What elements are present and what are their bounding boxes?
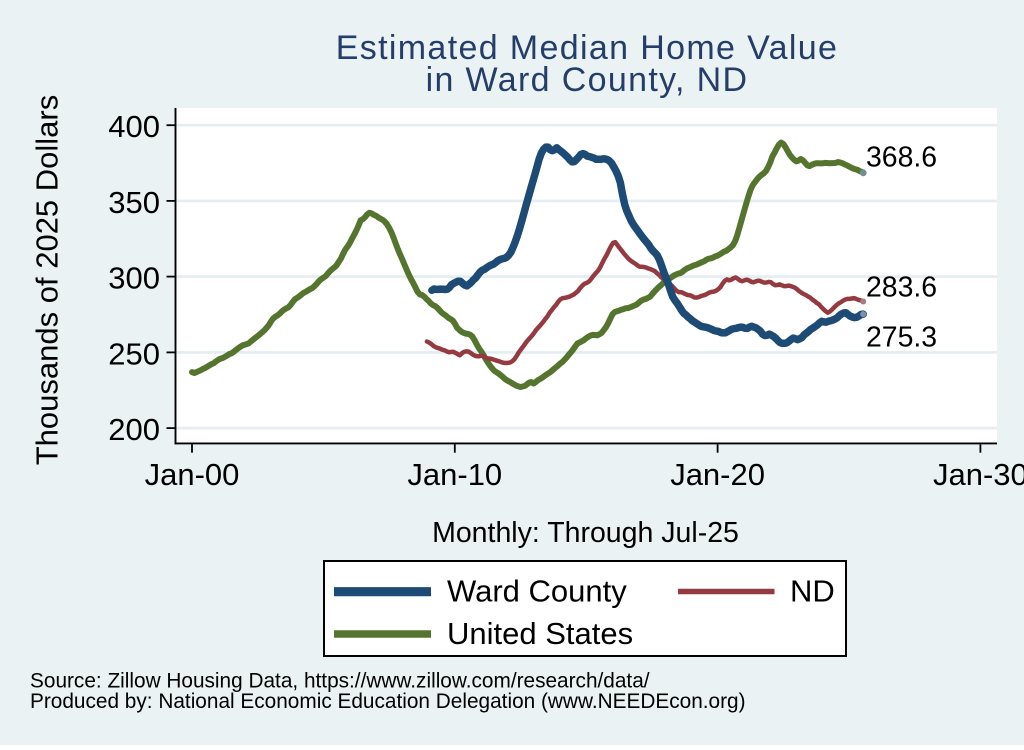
- svg-text:Jan-00: Jan-00: [145, 457, 240, 492]
- svg-text:300: 300: [108, 261, 160, 296]
- svg-text:200: 200: [108, 412, 160, 447]
- svg-text:Thousands of 2025 Dollars: Thousands of 2025 Dollars: [30, 95, 65, 466]
- svg-text:Jan-30: Jan-30: [933, 457, 1024, 492]
- svg-text:368.6: 368.6: [866, 142, 937, 174]
- svg-text:Estimated Median Home Value: Estimated Median Home Value: [336, 29, 839, 67]
- svg-text:283.6: 283.6: [866, 271, 937, 303]
- svg-text:Source: Zillow Housing Data, h: Source: Zillow Housing Data, https://www…: [30, 670, 650, 693]
- svg-text:Produced by: National Economic: Produced by: National Economic Education…: [30, 690, 746, 713]
- svg-text:400: 400: [108, 109, 160, 144]
- svg-text:ND: ND: [790, 574, 835, 609]
- svg-text:Jan-20: Jan-20: [670, 457, 765, 492]
- svg-text:in Ward County, ND: in Ward County, ND: [426, 61, 749, 99]
- svg-text:Jan-10: Jan-10: [407, 457, 502, 492]
- svg-text:United States: United States: [447, 616, 633, 651]
- svg-text:Ward County: Ward County: [447, 574, 627, 609]
- svg-text:Monthly: Through Jul-25: Monthly: Through Jul-25: [432, 517, 739, 549]
- svg-text:350: 350: [108, 185, 160, 220]
- svg-text:250: 250: [108, 336, 160, 371]
- svg-text:275.3: 275.3: [866, 321, 937, 353]
